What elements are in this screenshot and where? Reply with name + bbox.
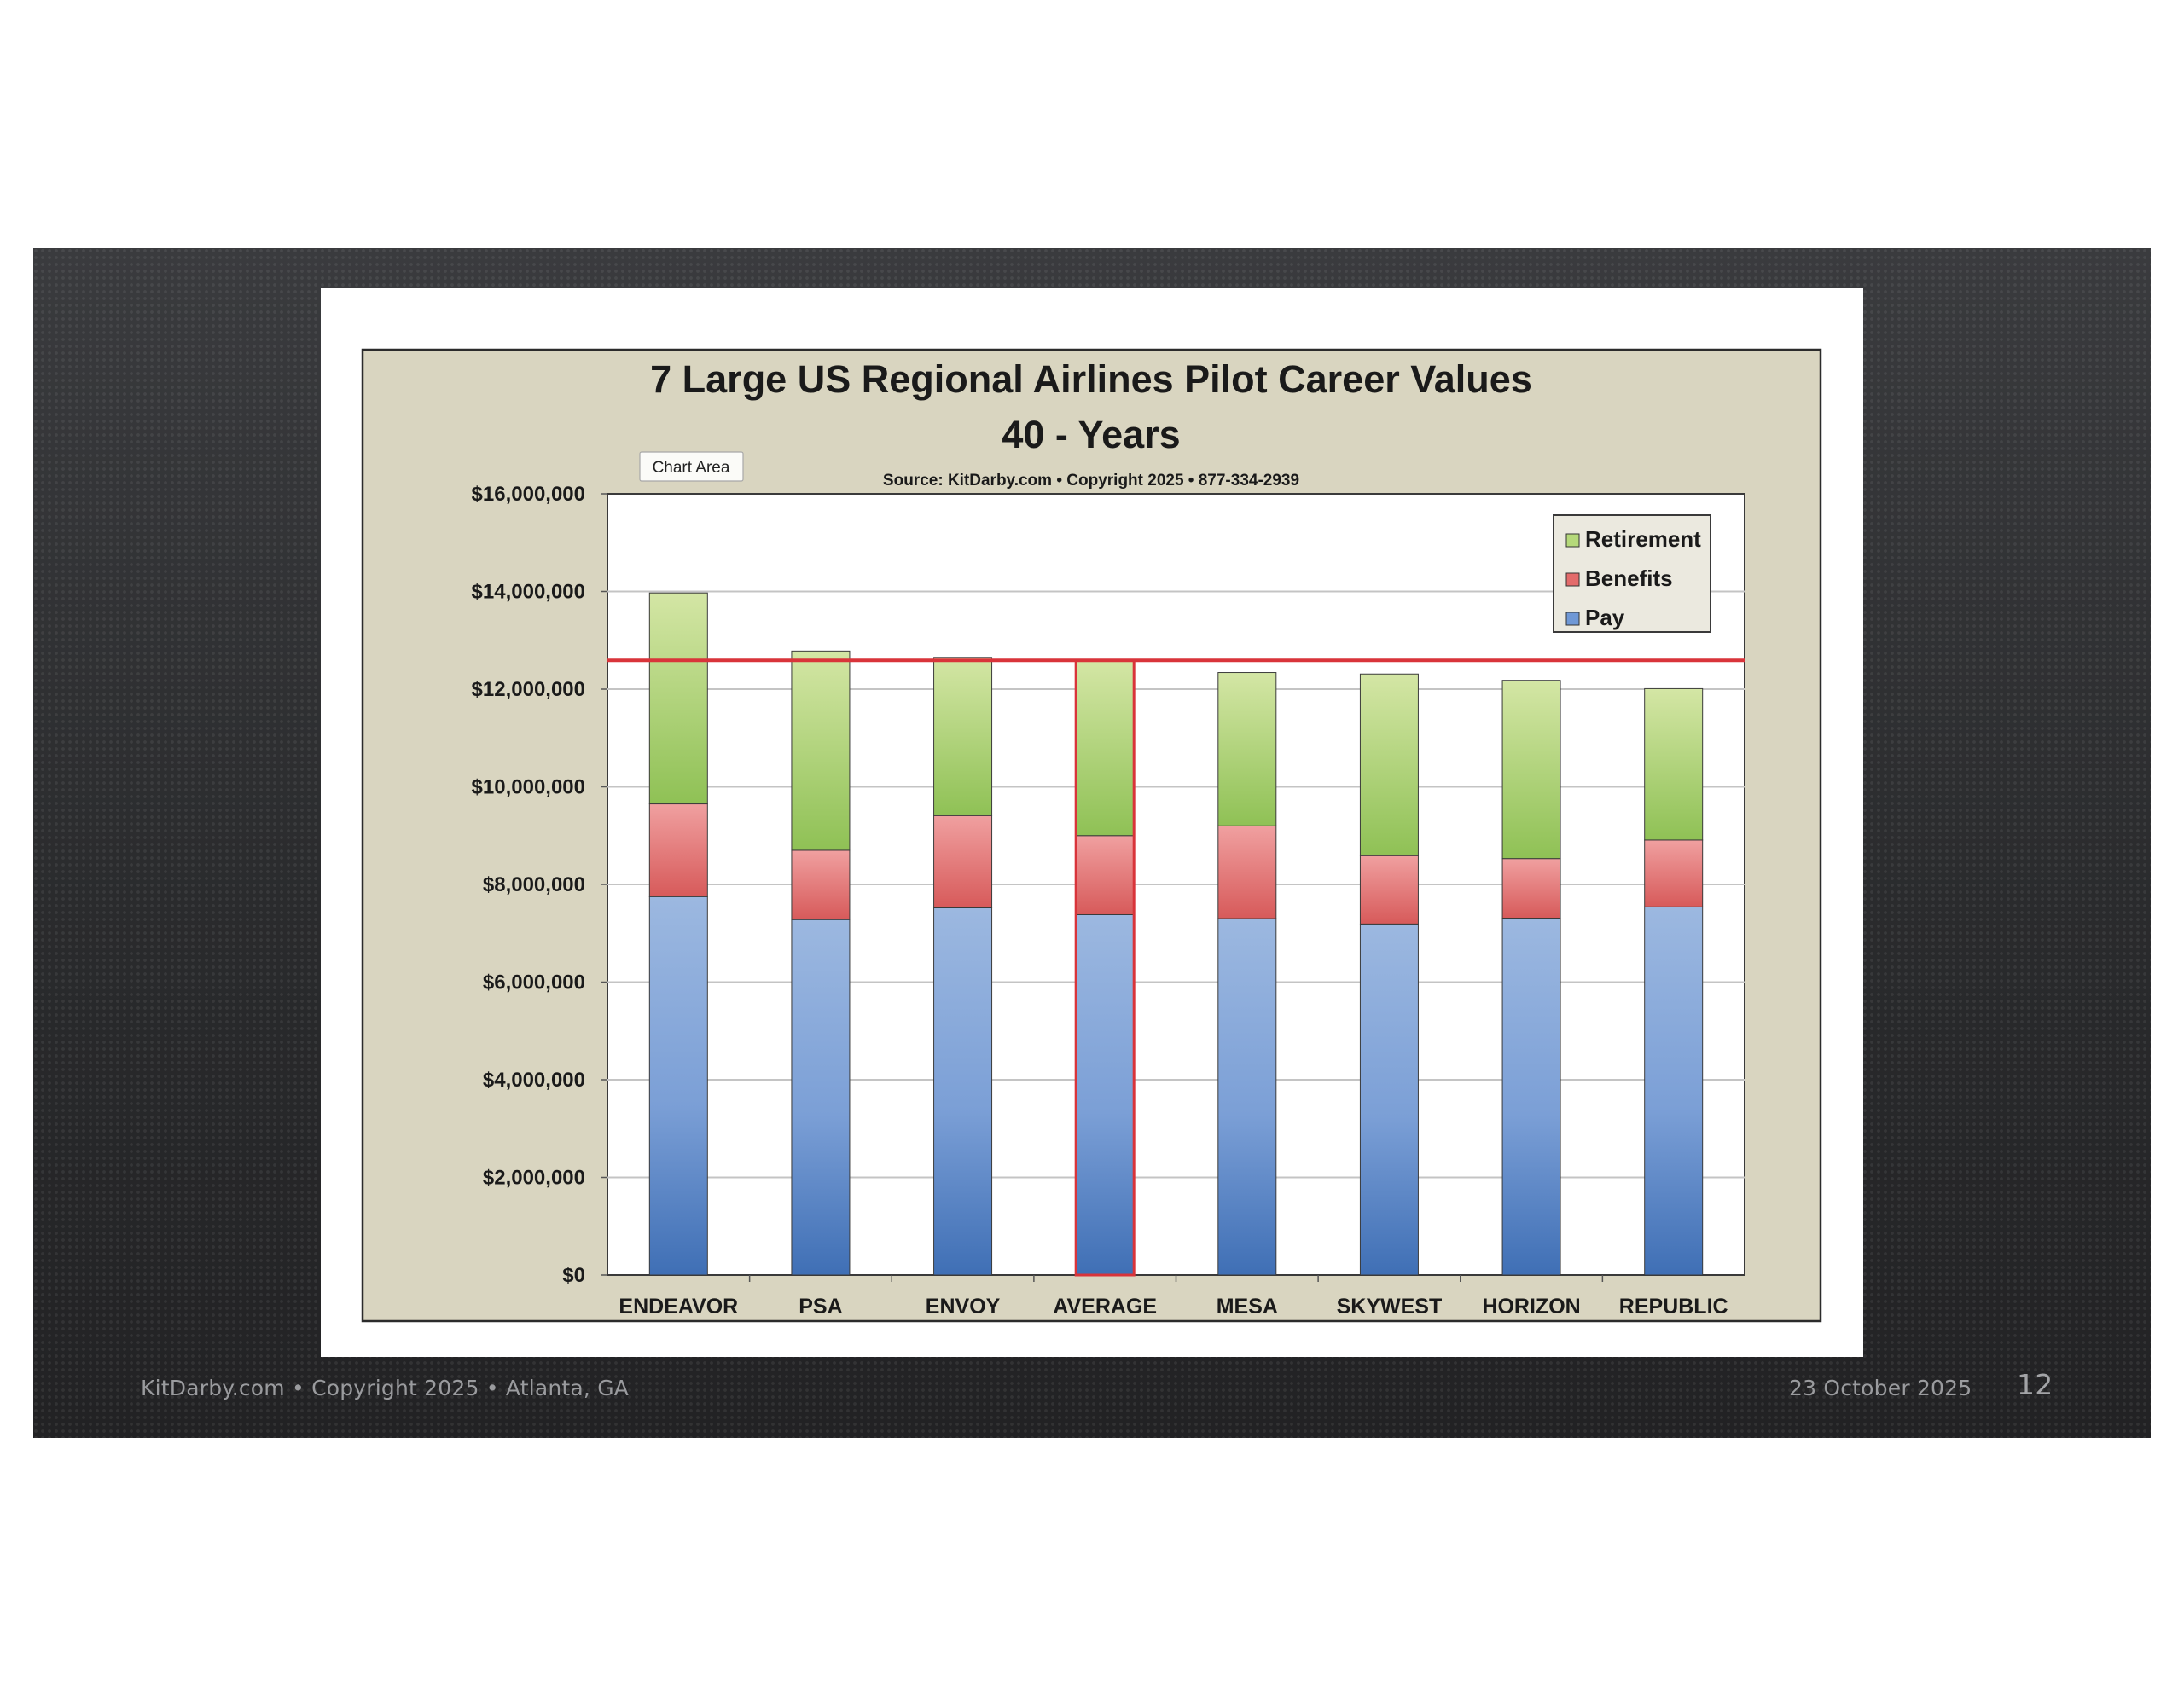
x-tick-label: ENVOY xyxy=(926,1295,1001,1319)
y-tick-label: $4,000,000 xyxy=(483,1069,585,1092)
x-tick-label: HORIZON xyxy=(1482,1295,1580,1319)
bar-benefits-mesa[interactable] xyxy=(1217,825,1277,919)
legend-label-retirement: Retirement xyxy=(1585,526,1701,552)
bar-retirement-horizon[interactable] xyxy=(1502,680,1561,860)
bar-pay-endeavor[interactable] xyxy=(648,896,708,1276)
slide: $0 $2,000,000 $4,000,000 $6,000,000 $8,000,0… xyxy=(33,248,2151,1438)
y-tick-label: $16,000,000 xyxy=(472,483,585,506)
slide-number: 12 xyxy=(2017,1368,2053,1401)
legend: Retirement Benefits Pay xyxy=(1553,514,1711,633)
legend-label-pay: Pay xyxy=(1585,605,1625,630)
bar-retirement-endeavor[interactable] xyxy=(648,592,708,805)
chart-area-tooltip: Chart Area xyxy=(639,451,744,482)
y-tick-label: $8,000,000 xyxy=(483,873,585,896)
chart-subtitle: 40 - Years xyxy=(1002,413,1180,456)
bar-benefits-endeavor[interactable] xyxy=(648,803,708,897)
bar-benefits-average[interactable] xyxy=(1075,835,1135,915)
chart-image: $0 $2,000,000 $4,000,000 $6,000,000 $8,000,0… xyxy=(321,288,1863,1357)
bar-retirement-average[interactable] xyxy=(1075,659,1135,837)
bar-pay-mesa[interactable] xyxy=(1217,918,1277,1276)
y-tick-label: $2,000,000 xyxy=(483,1167,585,1190)
x-tick-label: ENDEAVOR xyxy=(619,1295,738,1319)
legend-label-benefits: Benefits xyxy=(1585,565,1673,591)
footer-copyright: KitDarby.com • Copyright 2025 • Atlanta,… xyxy=(141,1376,630,1400)
bar-benefits-envoy[interactable] xyxy=(933,815,993,908)
bar-benefits-horizon[interactable] xyxy=(1502,858,1561,919)
bar-retirement-envoy[interactable] xyxy=(933,657,993,816)
bar-benefits-psa[interactable] xyxy=(791,849,851,920)
bar-benefits-republic[interactable] xyxy=(1644,839,1704,907)
chart-source: Source: KitDarby.com • Copyright 2025 • … xyxy=(883,472,1299,490)
x-tick-label: AVERAGE xyxy=(1053,1295,1157,1319)
y-tick-label: $10,000,000 xyxy=(472,776,585,799)
bar-pay-skywest[interactable] xyxy=(1359,923,1419,1276)
bar-retirement-skywest[interactable] xyxy=(1359,673,1419,856)
x-tick-label: SKYWEST xyxy=(1337,1295,1443,1319)
x-tick-label: PSA xyxy=(799,1295,842,1319)
y-tick-label: $6,000,000 xyxy=(483,971,585,994)
legend-swatch-pay xyxy=(1565,612,1580,626)
bar-pay-envoy[interactable] xyxy=(933,907,993,1276)
bar-retirement-psa[interactable] xyxy=(791,650,851,851)
x-tick-label: MESA xyxy=(1217,1295,1278,1319)
bar-pay-republic[interactable] xyxy=(1644,906,1704,1276)
bar-pay-horizon[interactable] xyxy=(1502,918,1561,1276)
bar-retirement-republic[interactable] xyxy=(1644,687,1704,841)
bar-retirement-mesa[interactable] xyxy=(1217,672,1277,826)
chart[interactable]: $0 $2,000,000 $4,000,000 $6,000,000 $8,000,0… xyxy=(321,288,1863,1357)
x-tick-label: REPUBLIC xyxy=(1619,1295,1728,1319)
y-tick-label: $0 xyxy=(562,1264,585,1287)
chart-title: 7 Large US Regional Airlines Pilot Caree… xyxy=(650,357,1532,401)
legend-swatch-benefits xyxy=(1565,572,1580,587)
bar-pay-average[interactable] xyxy=(1075,913,1135,1276)
tooltip-label: Chart Area xyxy=(653,459,730,477)
footer-date: 23 October 2025 xyxy=(1789,1376,1972,1400)
y-tick-label: $14,000,000 xyxy=(472,581,585,604)
y-tick-label: $12,000,000 xyxy=(472,678,585,701)
legend-swatch-retirement xyxy=(1565,533,1580,548)
bar-pay-psa[interactable] xyxy=(791,919,851,1276)
bar-benefits-skywest[interactable] xyxy=(1359,855,1419,925)
